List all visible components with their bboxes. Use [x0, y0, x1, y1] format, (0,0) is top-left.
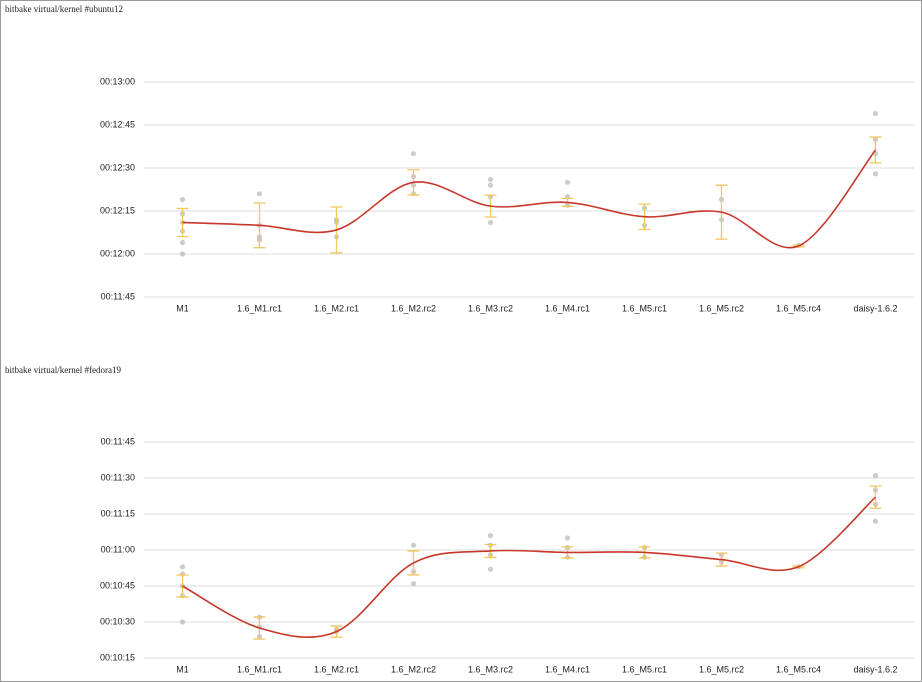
y-tick-label: 00:12:30 — [100, 162, 135, 172]
x-tick-label: 1.6_M2.rc2 — [391, 664, 436, 674]
x-tick-label: 1.6_M2.rc1 — [314, 664, 359, 674]
sample-point — [564, 535, 571, 541]
x-tick-label: M1 — [176, 664, 189, 674]
x-tick-label: 1.6_M3.rc2 — [468, 664, 513, 674]
error-bar — [176, 207, 189, 238]
y-tick-label: 00:11:00 — [101, 544, 135, 554]
sample-point — [564, 179, 571, 185]
x-tick-label: 1.6_M5.rc4 — [776, 303, 821, 313]
chart-title: bitbake virtual/kernel #fedora19 — [5, 365, 121, 375]
y-tick-label: 00:11:45 — [101, 436, 135, 446]
y-tick-label: 00:10:45 — [100, 580, 135, 590]
sample-point — [487, 219, 494, 226]
sample-point — [487, 566, 494, 572]
x-tick-label: 1.6_M2.rc2 — [391, 303, 436, 313]
sample-point — [487, 533, 494, 539]
y-tick-label: 00:10:15 — [100, 652, 135, 662]
y-tick-label: 00:11:45 — [101, 291, 135, 301]
x-tick-label: 1.6_M5.rc1 — [622, 303, 667, 313]
sample-point — [872, 110, 879, 117]
sample-point — [179, 196, 186, 203]
x-tick-label: 1.6_M2.rc1 — [314, 303, 359, 313]
x-tick-label: 1.6_M5.rc2 — [699, 664, 744, 674]
sample-point — [872, 473, 879, 479]
x-tick-label: 1.6_M5.rc2 — [699, 303, 744, 313]
sample-point — [872, 518, 879, 524]
x-tick-label: 1.6_M4.rc1 — [545, 664, 590, 674]
mean-line — [182, 149, 877, 249]
y-tick-label: 00:12:00 — [100, 248, 135, 258]
y-tick-label: 00:11:30 — [101, 472, 135, 482]
sample-point — [179, 251, 186, 257]
chart-title: bitbake virtual/kernel #ubuntu12 — [5, 4, 123, 14]
sample-point — [410, 581, 417, 587]
y-tick-label: 00:12:15 — [100, 205, 135, 215]
x-tick-label: 1.6_M5.rc4 — [776, 664, 821, 674]
sample-point — [179, 564, 186, 570]
sample-point — [410, 151, 417, 157]
x-tick-label: 1.6_M1.rc1 — [237, 303, 282, 313]
sample-point — [872, 171, 879, 177]
y-tick-label: 00:12:45 — [100, 119, 135, 129]
sample-point — [179, 239, 186, 246]
sample-point — [487, 176, 494, 183]
x-tick-label: daisy-1.6.2 — [853, 664, 897, 674]
x-tick-label: M1 — [176, 303, 189, 313]
x-tick-label: daisy-1.6.2 — [853, 303, 897, 313]
sample-point — [179, 619, 186, 625]
x-tick-label: 1.6_M3.rc2 — [468, 303, 513, 313]
x-tick-label: 1.6_M4.rc1 — [545, 303, 590, 313]
y-tick-label: 00:13:00 — [100, 76, 135, 86]
x-tick-label: 1.6_M1.rc1 — [237, 664, 282, 674]
y-tick-label: 00:11:15 — [101, 508, 135, 518]
y-tick-label: 00:10:30 — [100, 616, 135, 626]
mean-line — [182, 496, 877, 639]
sample-point — [256, 191, 263, 197]
x-tick-label: 1.6_M5.rc1 — [622, 664, 667, 674]
sample-point — [487, 182, 494, 188]
sample-point — [410, 542, 417, 548]
